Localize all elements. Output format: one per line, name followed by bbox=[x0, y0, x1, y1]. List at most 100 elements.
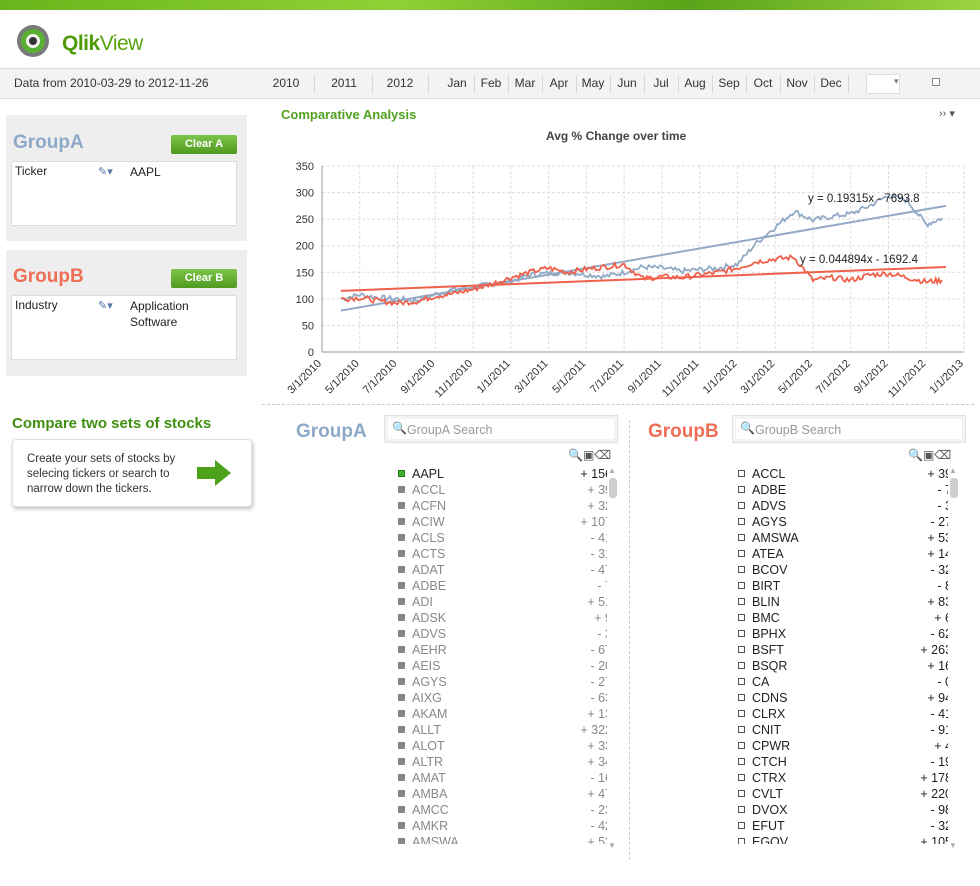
list-item[interactable]: AMAT - 16 bbox=[396, 770, 626, 786]
checkbox-icon[interactable] bbox=[738, 582, 745, 589]
filter-dropdown[interactable] bbox=[866, 74, 900, 94]
clear-a-button[interactable]: Clear A bbox=[171, 135, 237, 154]
list-item[interactable]: ADI + 51 bbox=[396, 594, 626, 610]
month-filter-aug[interactable]: Aug bbox=[684, 76, 706, 90]
checkbox-icon[interactable] bbox=[738, 726, 745, 733]
checkbox-icon[interactable] bbox=[738, 534, 745, 541]
list-item[interactable]: ALLT + 322 bbox=[396, 722, 626, 738]
list-item[interactable]: ADVS - 3 bbox=[736, 498, 966, 514]
month-filter-sep[interactable]: Sep bbox=[718, 76, 740, 90]
checkbox-icon[interactable] bbox=[738, 550, 745, 557]
list-item[interactable]: AMKR - 42 bbox=[396, 818, 626, 834]
month-filter-apr[interactable]: Apr bbox=[549, 76, 569, 90]
checkbox-icon[interactable] bbox=[738, 646, 745, 653]
checkbox-icon[interactable] bbox=[398, 566, 405, 573]
checkbox-icon[interactable] bbox=[398, 534, 405, 541]
eraser-dropdown-icon[interactable]: ✎▾ bbox=[98, 166, 113, 178]
checkbox-icon[interactable] bbox=[398, 822, 405, 829]
checkbox-icon[interactable] bbox=[398, 550, 405, 557]
list-item[interactable]: BCOV - 32 bbox=[736, 562, 966, 578]
month-filter-may[interactable]: May bbox=[581, 76, 605, 90]
search-icon[interactable]: 🔍 bbox=[568, 448, 583, 462]
checkbox-icon[interactable] bbox=[398, 598, 405, 605]
checkbox-icon[interactable] bbox=[398, 806, 405, 813]
checkbox-icon[interactable] bbox=[398, 726, 405, 733]
checkbox-icon[interactable] bbox=[738, 710, 745, 717]
checkbox-icon[interactable] bbox=[398, 614, 405, 621]
list-item[interactable]: AEHR - 67 bbox=[396, 642, 626, 658]
checkbox-icon[interactable] bbox=[738, 838, 745, 844]
checkbox-icon[interactable] bbox=[398, 758, 405, 765]
list-item[interactable]: ACTS - 31 bbox=[396, 546, 626, 562]
list-item[interactable]: BMC + 6 bbox=[736, 610, 966, 626]
list-item[interactable]: CPWR + 4 bbox=[736, 738, 966, 754]
clear-eraser-icon[interactable]: ⌫ bbox=[594, 448, 612, 462]
checkbox-icon[interactable] bbox=[738, 662, 745, 669]
checkbox-icon[interactable] bbox=[738, 822, 745, 829]
list-item[interactable]: ADVS - 3 bbox=[396, 626, 626, 642]
checkbox-icon[interactable] bbox=[738, 694, 745, 701]
checkbox-icon[interactable] bbox=[398, 662, 405, 669]
list-item[interactable]: AMSWA + 53 bbox=[736, 530, 966, 546]
list-item[interactable]: DVOX - 98 bbox=[736, 802, 966, 818]
list-item[interactable]: ADBE - 7 bbox=[736, 482, 966, 498]
checkbox-icon[interactable] bbox=[398, 678, 405, 685]
copy-icon[interactable]: ▣ bbox=[582, 448, 595, 462]
clear-eraser-icon[interactable]: ⌫ bbox=[934, 448, 952, 462]
year-filter-2011[interactable]: 2011 bbox=[331, 76, 357, 90]
checkbox-icon[interactable] bbox=[738, 758, 745, 765]
list-item[interactable]: AKAM + 13 bbox=[396, 706, 626, 722]
checkbox-checked-icon[interactable] bbox=[398, 470, 405, 477]
checkbox-icon[interactable] bbox=[738, 486, 745, 493]
list-item[interactable]: CDNS + 94 bbox=[736, 690, 966, 706]
month-filter-mar[interactable]: Mar bbox=[514, 76, 536, 90]
chevron-down-icon[interactable]: ▾ bbox=[894, 76, 899, 86]
list-item[interactable]: ALOT + 33 bbox=[396, 738, 626, 754]
checkbox-icon[interactable] bbox=[738, 790, 745, 797]
list-item[interactable]: ATEA + 14 bbox=[736, 546, 966, 562]
checkbox-icon[interactable] bbox=[738, 614, 745, 621]
groupB-search-input[interactable]: 🔍 GroupB Search bbox=[732, 415, 966, 443]
list-item[interactable]: AGYS - 27 bbox=[396, 674, 626, 690]
checkbox-icon[interactable] bbox=[398, 790, 405, 797]
list-item[interactable]: ACCL + 39 bbox=[396, 482, 626, 498]
checkbox-icon[interactable] bbox=[398, 646, 405, 653]
chart-menu-icon[interactable]: ›› ▾ bbox=[939, 108, 955, 120]
checkbox-icon[interactable] bbox=[398, 582, 405, 589]
eraser-dropdown-icon[interactable]: ✎▾ bbox=[98, 300, 113, 312]
clear-b-button[interactable]: Clear B bbox=[171, 269, 237, 288]
list-item[interactable]: AAPL + 156 bbox=[396, 466, 626, 482]
list-item[interactable]: ACCL + 39 bbox=[736, 466, 966, 482]
listB-scrollbar[interactable]: ▲ ▼ bbox=[948, 466, 959, 850]
list-item[interactable]: BPHX - 62 bbox=[736, 626, 966, 642]
month-filter-nov[interactable]: Nov bbox=[786, 76, 808, 90]
list-item[interactable]: ACFN + 32 bbox=[396, 498, 626, 514]
copy-icon[interactable]: ▣ bbox=[922, 448, 935, 462]
checkbox-icon[interactable] bbox=[738, 806, 745, 813]
restore-box-icon[interactable] bbox=[932, 78, 940, 86]
list-item[interactable]: AMSWA + 53 bbox=[396, 834, 626, 844]
listB-scroll-thumb[interactable] bbox=[950, 478, 958, 498]
listA-scroll-thumb[interactable] bbox=[609, 478, 617, 498]
list-item[interactable]: ACIW + 107 bbox=[396, 514, 626, 530]
checkbox-icon[interactable] bbox=[398, 694, 405, 701]
checkbox-icon[interactable] bbox=[738, 470, 745, 477]
list-item[interactable]: ACLS - 41 bbox=[396, 530, 626, 546]
month-filter-feb[interactable]: Feb bbox=[480, 76, 502, 90]
list-item[interactable]: CVLT + 220 bbox=[736, 786, 966, 802]
checkbox-icon[interactable] bbox=[738, 630, 745, 637]
list-item[interactable]: EGOV + 105 bbox=[736, 834, 966, 844]
checkbox-icon[interactable] bbox=[738, 774, 745, 781]
list-item[interactable]: CLRX - 41 bbox=[736, 706, 966, 722]
list-item[interactable]: CTRX + 178 bbox=[736, 770, 966, 786]
checkbox-icon[interactable] bbox=[738, 518, 745, 525]
month-filter-jul[interactable]: Jul bbox=[653, 76, 669, 90]
month-filter-dec[interactable]: Dec bbox=[820, 76, 842, 90]
list-item[interactable]: AMBA + 47 bbox=[396, 786, 626, 802]
checkbox-icon[interactable] bbox=[738, 742, 745, 749]
year-filter-2010[interactable]: 2010 bbox=[272, 76, 300, 90]
list-item[interactable]: AIXG - 63 bbox=[396, 690, 626, 706]
list-item[interactable]: AGYS - 27 bbox=[736, 514, 966, 530]
list-item[interactable]: ADAT - 47 bbox=[396, 562, 626, 578]
listA-scrollbar[interactable]: ▲ ▼ bbox=[607, 466, 618, 850]
